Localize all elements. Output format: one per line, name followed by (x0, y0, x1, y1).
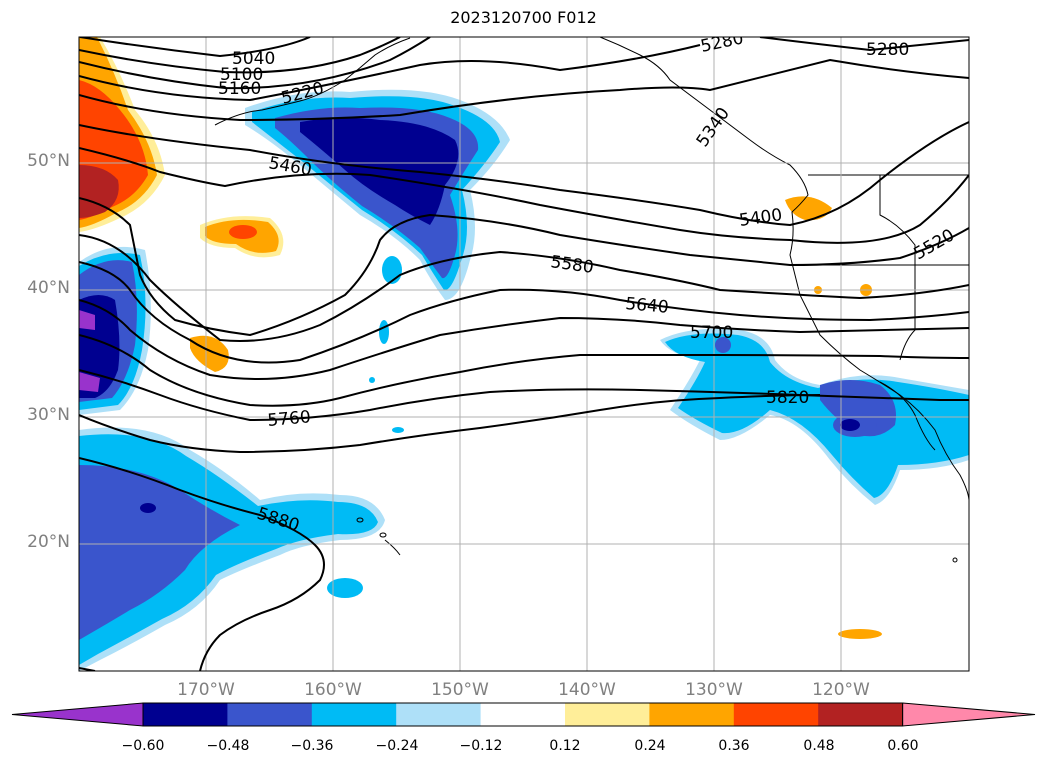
shading-negative-west (79, 246, 404, 671)
lon-label: 140°W (558, 680, 616, 700)
lon-label: 160°W (304, 680, 362, 700)
height-contours (79, 37, 969, 671)
contour-label: 5640 (625, 294, 670, 318)
colorbar-segment (733, 703, 819, 726)
lat-label: 20°N (27, 532, 70, 552)
colorbar-segment (143, 703, 228, 726)
contour-label: 5100 (220, 65, 263, 85)
colorbar-tick-label: −0.24 (375, 738, 419, 754)
contour-label: 5820 (766, 388, 809, 408)
colorbar-tick-label: −0.60 (121, 738, 165, 754)
colorbar-tick-label: 0.24 (634, 738, 666, 754)
colorbar-segment (649, 703, 735, 726)
lat-label: 30°N (27, 405, 70, 425)
colorbar-extend-max (902, 702, 1036, 727)
colorbar-tick-label: 0.12 (549, 738, 581, 754)
lat-label: 40°N (27, 278, 70, 298)
colorbar-tick-label: 0.60 (887, 738, 919, 754)
map-frame (78, 36, 970, 672)
lon-label: 150°W (431, 680, 489, 700)
lon-label: 170°W (177, 680, 235, 700)
contour-label: 5160 (218, 79, 261, 99)
colorbar-tick-label: −0.48 (206, 738, 250, 754)
colorbar-tick-label: −0.36 (290, 738, 334, 754)
colorbar-segment (480, 703, 566, 726)
colorbar-segment (396, 703, 482, 726)
contour-label: 5700 (690, 323, 733, 343)
colorbar (11, 702, 1036, 727)
colorbar-segment (565, 703, 650, 726)
lon-label: 130°W (685, 680, 743, 700)
map-title: 2023120700 F012 (450, 8, 597, 27)
colorbar-tick-label: −0.12 (459, 738, 503, 754)
colorbar-tick-label: 0.48 (803, 738, 835, 754)
colorbar-tick-label: 0.36 (718, 738, 750, 754)
colorbar-segment (311, 703, 397, 726)
contour-label: 5760 (267, 407, 312, 431)
lon-label: 120°W (812, 680, 870, 700)
contour-label: 5280 (866, 40, 909, 60)
colorbar-segment (227, 703, 313, 726)
colorbar-extend-min (11, 702, 144, 727)
contour-label: 5040 (232, 49, 275, 69)
map-area: 5040 5100 5160 5220 5280 5280 5340 5400 … (79, 37, 969, 671)
lat-label: 50°N (27, 151, 70, 171)
colorbar-segment (818, 703, 904, 726)
colorbar-outline (142, 702, 904, 727)
